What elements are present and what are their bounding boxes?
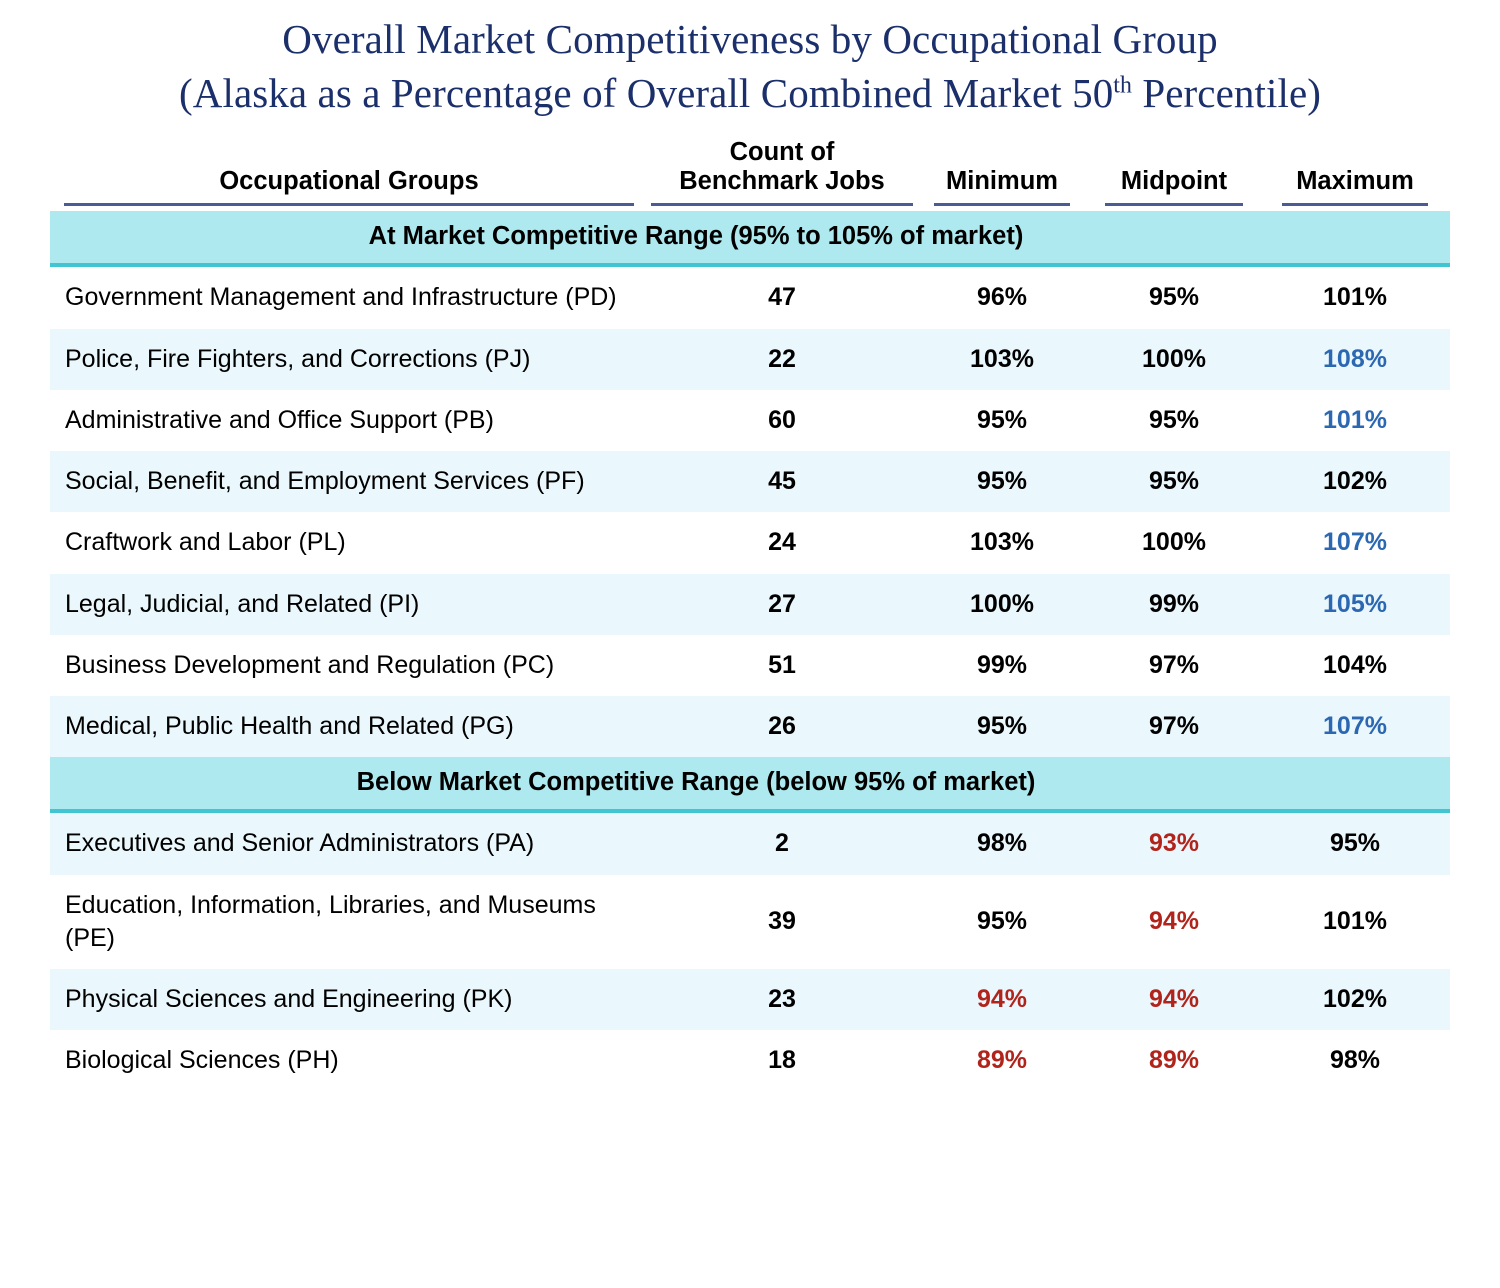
table-row: Biological Sciences (PH) 18 89% 89% 98% [50,1030,1450,1092]
column-header-maximum: Maximum [1260,138,1450,211]
cell-midpoint: 97% [1088,634,1260,697]
section-header-label: Below Market Competitive Range (below 95… [356,768,1036,797]
cell-benchmark-jobs-count: 60 [648,389,916,452]
cell-maximum: 98% [1260,1030,1450,1092]
cell-maximum: 108% [1260,328,1450,390]
cell-maximum: 102% [1260,451,1450,513]
cell-maximum: 102% [1260,969,1450,1031]
market-competitiveness-table: Occupational Groups Count of Benchmark J… [50,138,1450,1092]
cell-minimum: 95% [916,874,1088,970]
table-row: Administrative and Office Support (PB) 60… [50,389,1450,452]
title-line-2-post: Percentile) [1131,70,1322,117]
cell-minimum: 103% [916,512,1088,574]
cell-maximum: 101% [1260,874,1450,970]
cell-minimum: 100% [916,573,1088,635]
cell-midpoint: 94% [1088,969,1260,1031]
column-header-midpoint: Midpoint [1088,138,1260,211]
cell-occupational-group: Education, Information, Libraries, and M… [50,874,648,970]
cell-midpoint: 93% [1088,811,1260,875]
table-row: Physical Sciences and Engineering (PK) 23… [50,969,1450,1031]
cell-benchmark-jobs-count: 39 [648,874,916,970]
cell-maximum: 105% [1260,573,1450,635]
cell-benchmark-jobs-count: 26 [648,696,916,758]
cell-benchmark-jobs-count: 18 [648,1030,916,1092]
table-header: Occupational Groups Count of Benchmark J… [50,138,1450,211]
cell-maximum: 107% [1260,696,1450,758]
cell-occupational-group: Legal, Judicial, and Related (PI) [50,573,648,635]
cell-occupational-group: Biological Sciences (PH) [50,1030,648,1092]
cell-occupational-group: Social, Benefit, and Employment Services… [50,451,648,513]
section-header-row: At Market Competitive Range (95% to 105%… [50,211,1450,268]
cell-minimum: 94% [916,969,1088,1031]
section-header-row: Below Market Competitive Range (below 95… [50,757,1450,814]
column-header-count-line1: Count of [729,138,835,167]
cell-occupational-group: Craftwork and Labor (PL) [50,512,648,574]
cell-midpoint: 95% [1088,451,1260,513]
column-header-occupational-groups: Occupational Groups [50,138,648,211]
cell-minimum: 95% [916,451,1088,513]
cell-maximum: 101% [1260,265,1450,329]
cell-maximum: 101% [1260,389,1450,452]
table-header-row: Occupational Groups Count of Benchmark J… [50,138,1450,211]
cell-occupational-group: Business Development and Regulation (PC) [50,634,648,697]
cell-benchmark-jobs-count: 27 [648,573,916,635]
market-competitiveness-table-wrapper: Occupational Groups Count of Benchmark J… [50,138,1450,1092]
section-header-cell: At Market Competitive Range (95% to 105%… [50,211,1450,268]
cell-midpoint: 100% [1088,512,1260,574]
cell-midpoint: 97% [1088,696,1260,758]
title-line-2-pre: (Alaska as a Percentage of Overall Combi… [178,70,1114,117]
table-row: Executives and Senior Administrators (PA… [50,811,1450,875]
table-row: Craftwork and Labor (PL) 24 103% 100% 107% [50,512,1450,574]
section-header-label: At Market Competitive Range (95% to 105%… [368,222,1024,251]
cell-benchmark-jobs-count: 24 [648,512,916,574]
cell-maximum: 107% [1260,512,1450,574]
cell-benchmark-jobs-count: 51 [648,634,916,697]
cell-occupational-group: Physical Sciences and Engineering (PK) [50,969,648,1031]
table-body: At Market Competitive Range (95% to 105%… [50,211,1450,1092]
cell-minimum: 96% [916,265,1088,329]
table-row: Medical, Public Health and Related (PG) 2… [50,696,1450,758]
cell-midpoint: 89% [1088,1030,1260,1092]
table-row: Business Development and Regulation (PC)… [50,634,1450,697]
cell-benchmark-jobs-count: 22 [648,328,916,390]
cell-occupational-group: Medical, Public Health and Related (PG) [50,696,648,758]
cell-occupational-group: Police, Fire Fighters, and Corrections (… [50,328,648,390]
table-row: Education, Information, Libraries, and M… [50,874,1450,970]
title-line-2: (Alaska as a Percentage of Overall Combi… [0,66,1500,120]
table-row: Government Management and Infrastructure… [50,265,1450,329]
column-header-minimum: Minimum [916,138,1088,211]
cell-benchmark-jobs-count: 47 [648,265,916,329]
title-line-1: Overall Market Competitiveness by Occupa… [282,16,1218,62]
cell-minimum: 103% [916,328,1088,390]
table-row: Social, Benefit, and Employment Services… [50,451,1450,513]
cell-minimum: 95% [916,696,1088,758]
table-row: Police, Fire Fighters, and Corrections (… [50,328,1450,390]
cell-benchmark-jobs-count: 2 [648,811,916,875]
cell-occupational-group: Government Management and Infrastructure… [50,265,648,329]
cell-maximum: 95% [1260,811,1450,875]
section-header-cell: Below Market Competitive Range (below 95… [50,757,1450,814]
cell-midpoint: 95% [1088,389,1260,452]
cell-minimum: 89% [916,1030,1088,1092]
title-ordinal-suffix: th [1113,72,1132,99]
page-title: Overall Market Competitiveness by Occupa… [0,0,1500,120]
cell-occupational-group: Executives and Senior Administrators (PA… [50,811,648,875]
column-header-count-line2: Benchmark Jobs [679,167,885,196]
cell-benchmark-jobs-count: 45 [648,451,916,513]
cell-midpoint: 99% [1088,573,1260,635]
cell-midpoint: 95% [1088,265,1260,329]
cell-minimum: 95% [916,389,1088,452]
cell-occupational-group: Administrative and Office Support (PB) [50,389,648,452]
cell-midpoint: 100% [1088,328,1260,390]
column-header-benchmark-jobs: Count of Benchmark Jobs [648,138,916,211]
cell-benchmark-jobs-count: 23 [648,969,916,1031]
cell-minimum: 99% [916,634,1088,697]
cell-minimum: 98% [916,811,1088,875]
table-row: Legal, Judicial, and Related (PI) 27 100% 9… [50,573,1450,635]
cell-maximum: 104% [1260,634,1450,697]
cell-midpoint: 94% [1088,874,1260,970]
